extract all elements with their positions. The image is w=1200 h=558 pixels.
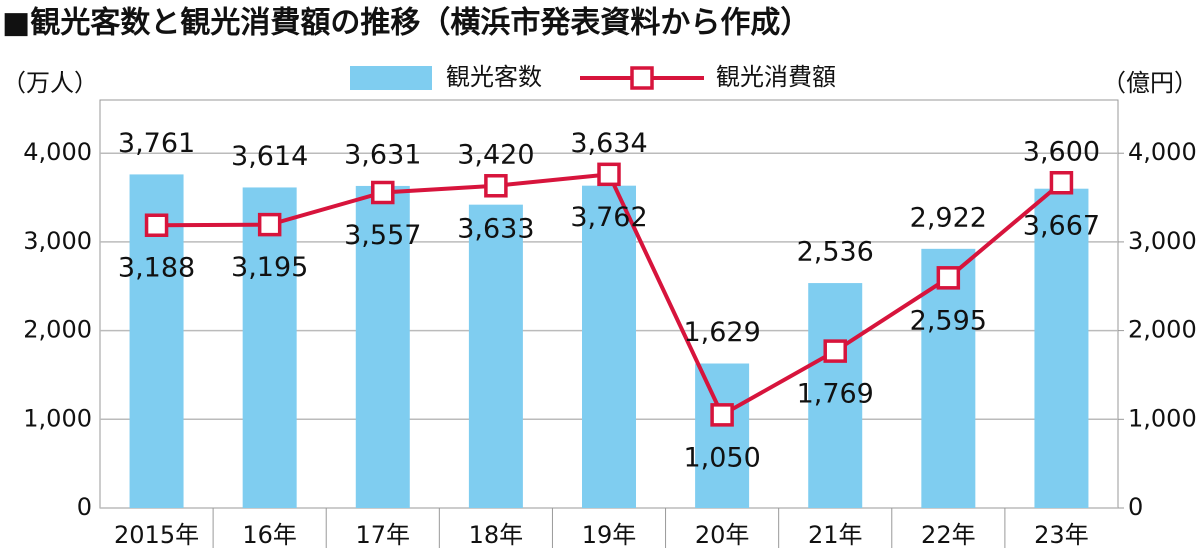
line-marker — [371, 180, 395, 205]
line-value-label: 3,557 — [344, 220, 421, 251]
line-value-label: 2,595 — [910, 305, 987, 336]
line-value-label: 1,769 — [797, 379, 874, 410]
line-value-label: 3,188 — [118, 253, 195, 284]
bar — [582, 185, 636, 508]
bar — [242, 187, 297, 508]
bar — [695, 363, 750, 508]
bar — [808, 283, 863, 508]
y2-tick-label: 2,000 — [1128, 316, 1197, 344]
legend-label: 観光客数 — [446, 63, 542, 91]
y-tick-label: 0 — [77, 493, 92, 521]
legend-label: 観光消費額 — [716, 63, 836, 91]
chart-title: ■観光客数と観光消費額の推移（横浜市発表資料から作成） — [2, 6, 810, 41]
y2-tick-label: 0 — [1128, 493, 1143, 521]
line-value-label: 3,667 — [1023, 210, 1100, 241]
bar-value-label: 3,631 — [344, 139, 421, 170]
x-tick-label: 18年 — [469, 521, 524, 549]
bar-value-label: 3,614 — [231, 141, 308, 172]
line-value-label: 1,050 — [683, 442, 760, 473]
bar-value-label: 2,536 — [797, 237, 874, 268]
y-axis-label: （万人） — [2, 69, 98, 97]
y2-tick-label: 4,000 — [1128, 138, 1197, 166]
bar — [1034, 188, 1089, 508]
y2-tick-label: 1,000 — [1128, 404, 1197, 432]
line-marker — [597, 162, 621, 187]
line-value-label: 3,633 — [457, 213, 534, 244]
x-tick-label: 17年 — [356, 521, 411, 549]
y2-axis-label: （億円） — [1102, 69, 1198, 97]
y-tick-label: 3,000 — [23, 227, 92, 255]
y-tick-label: 4,000 — [23, 138, 92, 166]
x-tick-label: 21年 — [808, 521, 863, 549]
line-marker — [1049, 171, 1074, 195]
bar-value-label: 3,761 — [118, 128, 195, 159]
line-marker — [936, 266, 961, 290]
legend-marker — [630, 66, 654, 90]
x-tick-label: 2015年 — [114, 521, 199, 549]
bar — [921, 248, 976, 508]
bar-value-label: 1,629 — [683, 317, 760, 348]
y-tick-label: 1,000 — [23, 404, 92, 432]
bar — [355, 185, 410, 508]
bar-value-label: 2,922 — [910, 202, 987, 233]
bar-value-label: 3,634 — [570, 128, 647, 159]
y2-tick-label: 3,000 — [1128, 227, 1197, 255]
x-tick-label: 19年 — [582, 521, 637, 549]
line-marker — [257, 212, 282, 237]
y-tick-label: 2,000 — [23, 316, 92, 344]
line-value-label: 3,762 — [570, 202, 647, 233]
bar-value-label: 3,600 — [1023, 136, 1100, 167]
x-tick-label: 16年 — [242, 521, 297, 549]
x-tick-label: 23年 — [1034, 521, 1089, 549]
x-tick-label: 22年 — [921, 521, 976, 549]
line-marker — [710, 403, 734, 427]
bar-value-label: 3,420 — [457, 139, 534, 170]
line-marker — [823, 339, 847, 363]
bar — [468, 204, 523, 508]
line-marker — [484, 174, 508, 198]
line-marker — [144, 213, 169, 237]
line-value-label: 3,195 — [231, 252, 308, 283]
legend-swatch — [350, 66, 432, 90]
x-tick-label: 20年 — [695, 521, 750, 549]
